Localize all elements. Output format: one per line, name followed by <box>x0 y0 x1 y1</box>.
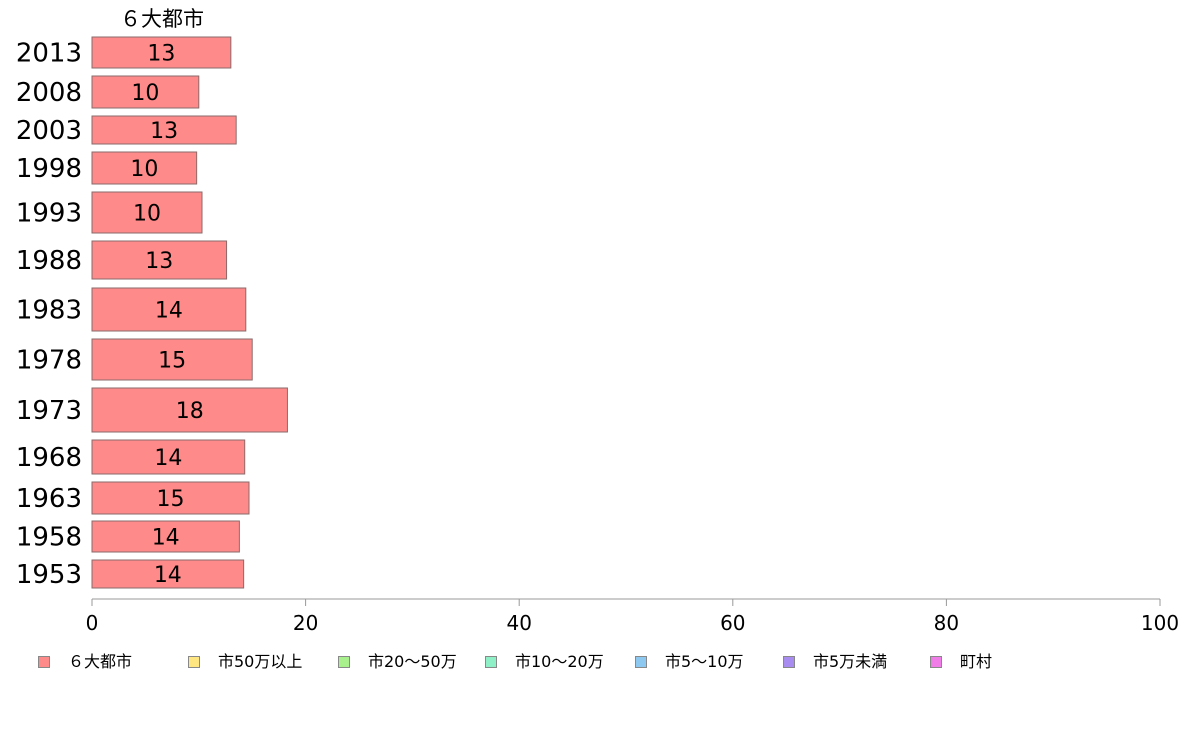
x-tick-label: 40 <box>506 611 531 635</box>
bar-value-label: 15 <box>158 349 186 374</box>
y-tick-label: 1963 <box>16 484 82 514</box>
y-tick-label: 1998 <box>16 154 82 184</box>
bar-2008 <box>91 75 200 109</box>
legend-item: 市5〜10万 <box>635 652 744 672</box>
y-tick-label: 1983 <box>16 296 82 326</box>
bar-2013 <box>91 36 232 69</box>
legend-swatch <box>38 656 50 668</box>
legend-label: 市50万以上 <box>218 652 303 671</box>
y-tick-label: 2013 <box>16 39 82 69</box>
legend-swatch <box>485 656 497 668</box>
bar-1958 <box>91 520 240 553</box>
bar-1953 <box>91 559 245 589</box>
y-tick-label: 1953 <box>16 560 82 590</box>
y-tick-label: 1988 <box>16 246 82 276</box>
bar-value-label: 18 <box>176 399 204 424</box>
legend-label: 市20〜50万 <box>368 652 457 671</box>
y-tick-label: 2003 <box>16 116 82 146</box>
x-tick-label: 80 <box>934 611 959 635</box>
legend-item: 市10〜20万 <box>485 652 604 672</box>
legend-label: 市5〜10万 <box>665 652 744 671</box>
bar-value-label: 14 <box>154 563 182 588</box>
bar-1968 <box>91 439 246 475</box>
y-tick-label: 1978 <box>16 346 82 376</box>
legend-swatch <box>783 656 795 668</box>
bar-1963 <box>91 481 250 515</box>
legend-swatch <box>338 656 350 668</box>
bar-value-label: 14 <box>154 446 182 471</box>
y-tick-label: 1973 <box>16 396 82 426</box>
y-axis-labels: 2013 2008 2003 1998 1993 1988 1983 1978 1973 1968… <box>16 39 82 591</box>
x-axis: 0 20 40 60 80 100 <box>86 598 1179 635</box>
y-tick-label: 1993 <box>16 199 82 229</box>
bar-value-label: 13 <box>147 42 175 67</box>
legend-item: 町村 <box>930 652 992 672</box>
legend-label: 市5万未満 <box>813 652 888 671</box>
legend-label: 市10〜20万 <box>515 652 604 671</box>
x-tick-label: 0 <box>86 611 99 635</box>
bar-value-label: 10 <box>133 202 161 227</box>
bar-value-label: 13 <box>145 249 173 274</box>
x-tick-label: 100 <box>1141 611 1179 635</box>
bar-value-label: 14 <box>152 526 180 551</box>
bar-value-label: 14 <box>155 299 183 324</box>
x-tick-label: 60 <box>720 611 745 635</box>
bar-1998 <box>91 151 198 185</box>
legend-item: 市5万未満 <box>783 652 887 672</box>
legend-label: ６大都市 <box>68 652 133 671</box>
y-tick-label: 1958 <box>16 523 82 553</box>
bar-value-label: 13 <box>150 119 178 144</box>
bar-value-label: 15 <box>156 487 184 512</box>
legend-swatch <box>930 656 942 668</box>
legend-item: 市50万以上 <box>188 652 302 672</box>
bar-2003 <box>91 115 237 145</box>
bar-1988 <box>91 240 228 280</box>
y-tick-label: 2008 <box>16 78 82 108</box>
legend-label: 町村 <box>960 652 993 671</box>
legend-swatch <box>188 656 200 668</box>
y-tick-label: 1968 <box>16 443 82 473</box>
bar-value-label: 10 <box>131 81 159 106</box>
legend-item: ６大都市 <box>38 652 132 672</box>
legend-item: 市20〜50万 <box>338 652 457 672</box>
bar-1973 <box>91 387 288 433</box>
bar-1993 <box>91 191 203 234</box>
bars-group: 13 10 13 10 10 13 14 15 18 14 15 14 14 <box>91 36 288 589</box>
bar-1983 <box>91 287 247 332</box>
bar-value-label: 10 <box>130 157 158 182</box>
x-tick-label: 20 <box>293 611 318 635</box>
series-header: ６大都市 <box>120 7 204 31</box>
legend-swatch <box>635 656 647 668</box>
bar-1978 <box>91 338 253 381</box>
